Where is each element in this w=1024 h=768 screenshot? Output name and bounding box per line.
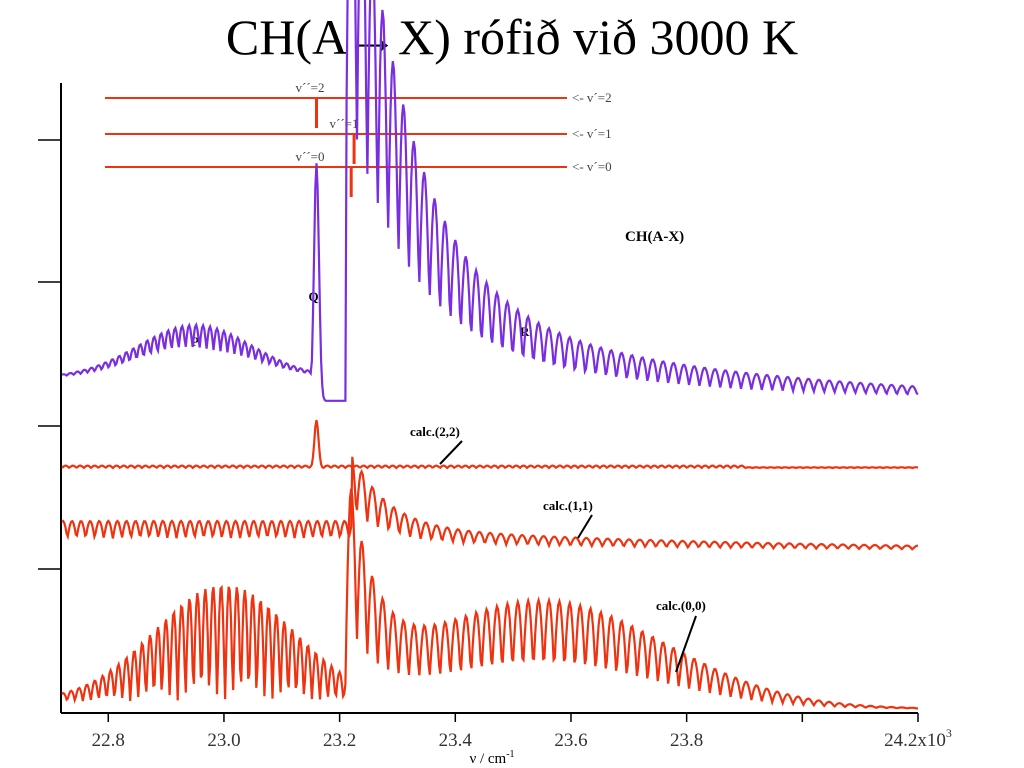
lower-level-label: v´´=1 xyxy=(330,116,359,131)
x-tick-label: 23.2 xyxy=(323,730,356,751)
series-pointer-line xyxy=(439,440,463,465)
calc-1-1-line xyxy=(61,456,919,551)
upper-level-label: <- v´=1 xyxy=(572,126,612,141)
x-multiplier: x10 xyxy=(917,730,946,751)
series-label: calc.(1,1) xyxy=(543,498,593,513)
calc-2-2-line xyxy=(61,419,919,470)
x-tick-label: 23.6 xyxy=(554,730,587,751)
x-tick-label: 23.0 xyxy=(207,730,240,751)
x-tick-label: 22.8 xyxy=(92,730,125,751)
x-tick-label: 24.2x103 xyxy=(884,726,952,751)
lower-level-label: v´´=0 xyxy=(296,149,325,164)
upper-level-label: <- v´=2 xyxy=(572,90,612,105)
observed-spectrum-line xyxy=(61,0,919,402)
upper-level-label: <- v´=0 xyxy=(572,159,612,174)
lower-level-label: v´´=2 xyxy=(296,80,325,95)
series-label: calc.(0,0) xyxy=(656,598,706,613)
page-title: CH(A→X) rófið við 3000 K xyxy=(225,9,799,65)
branch-label-p: P xyxy=(191,334,199,349)
inner-chart-label: CH(A-X) xyxy=(625,229,684,245)
series-label: calc.(2,2) xyxy=(410,424,460,439)
calc-0-0-line xyxy=(61,488,919,710)
series-pointer-line xyxy=(675,615,697,673)
series-pointer-line xyxy=(577,514,593,539)
x-axis-label-exponent: -1 xyxy=(506,749,514,760)
x-tick-label: 23.4 xyxy=(439,730,473,751)
x-multiplier-exponent: 3 xyxy=(946,726,952,740)
x-tick-label: 23.8 xyxy=(670,730,703,751)
x-axis-label: ν / cm-1 xyxy=(469,749,514,767)
